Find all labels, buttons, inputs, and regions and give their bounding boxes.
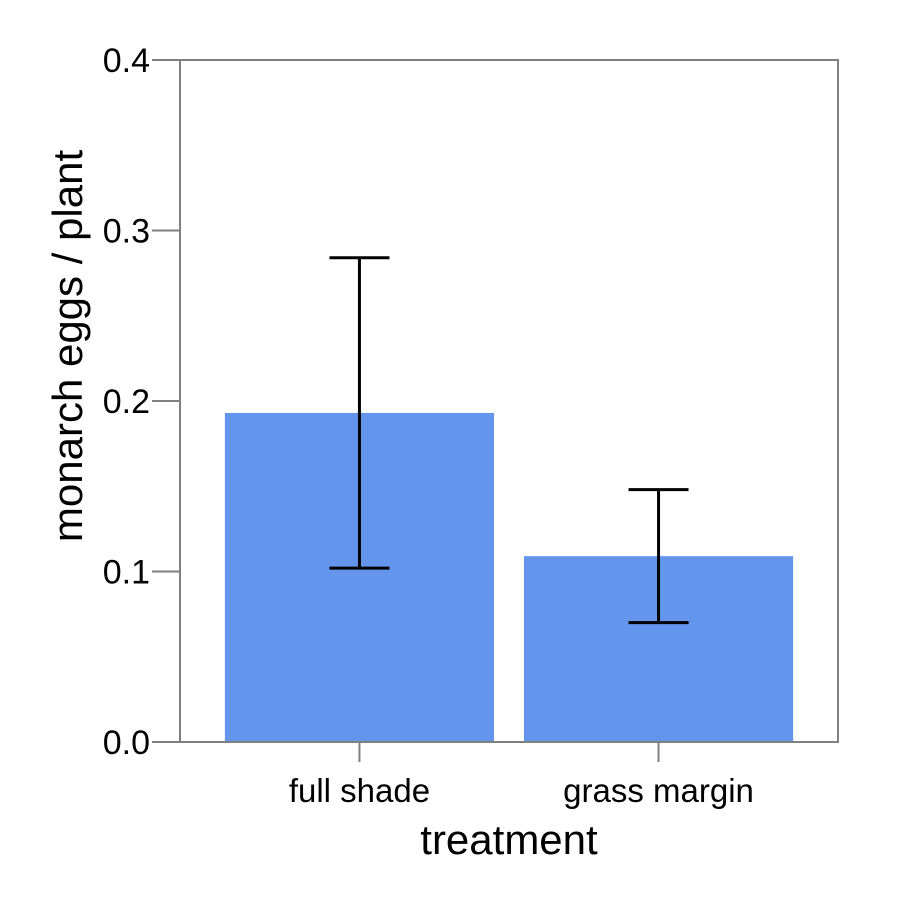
y-tick-label: 0.2 [103,383,150,421]
y-tick-label: 0.0 [103,724,150,762]
bars-layer [224,412,794,742]
error-bar-grass-margin [628,488,689,625]
y-axis: 0.0 0.1 0.2 0.3 0.4 [103,42,180,762]
y-axis-title: monarch eggs / plant [44,150,91,543]
error-bars-layer [329,256,689,625]
error-bar-full-shade [329,256,390,570]
x-axis-title: treatment [420,816,598,863]
x-axis: full shade grass margin [289,742,754,809]
y-tick-label: 0.3 [103,213,150,251]
x-tick-label: full shade [289,772,430,809]
y-tick-label: 0.1 [103,554,150,592]
x-tick-label: grass margin [563,772,754,809]
y-tick-label: 0.4 [103,42,150,80]
